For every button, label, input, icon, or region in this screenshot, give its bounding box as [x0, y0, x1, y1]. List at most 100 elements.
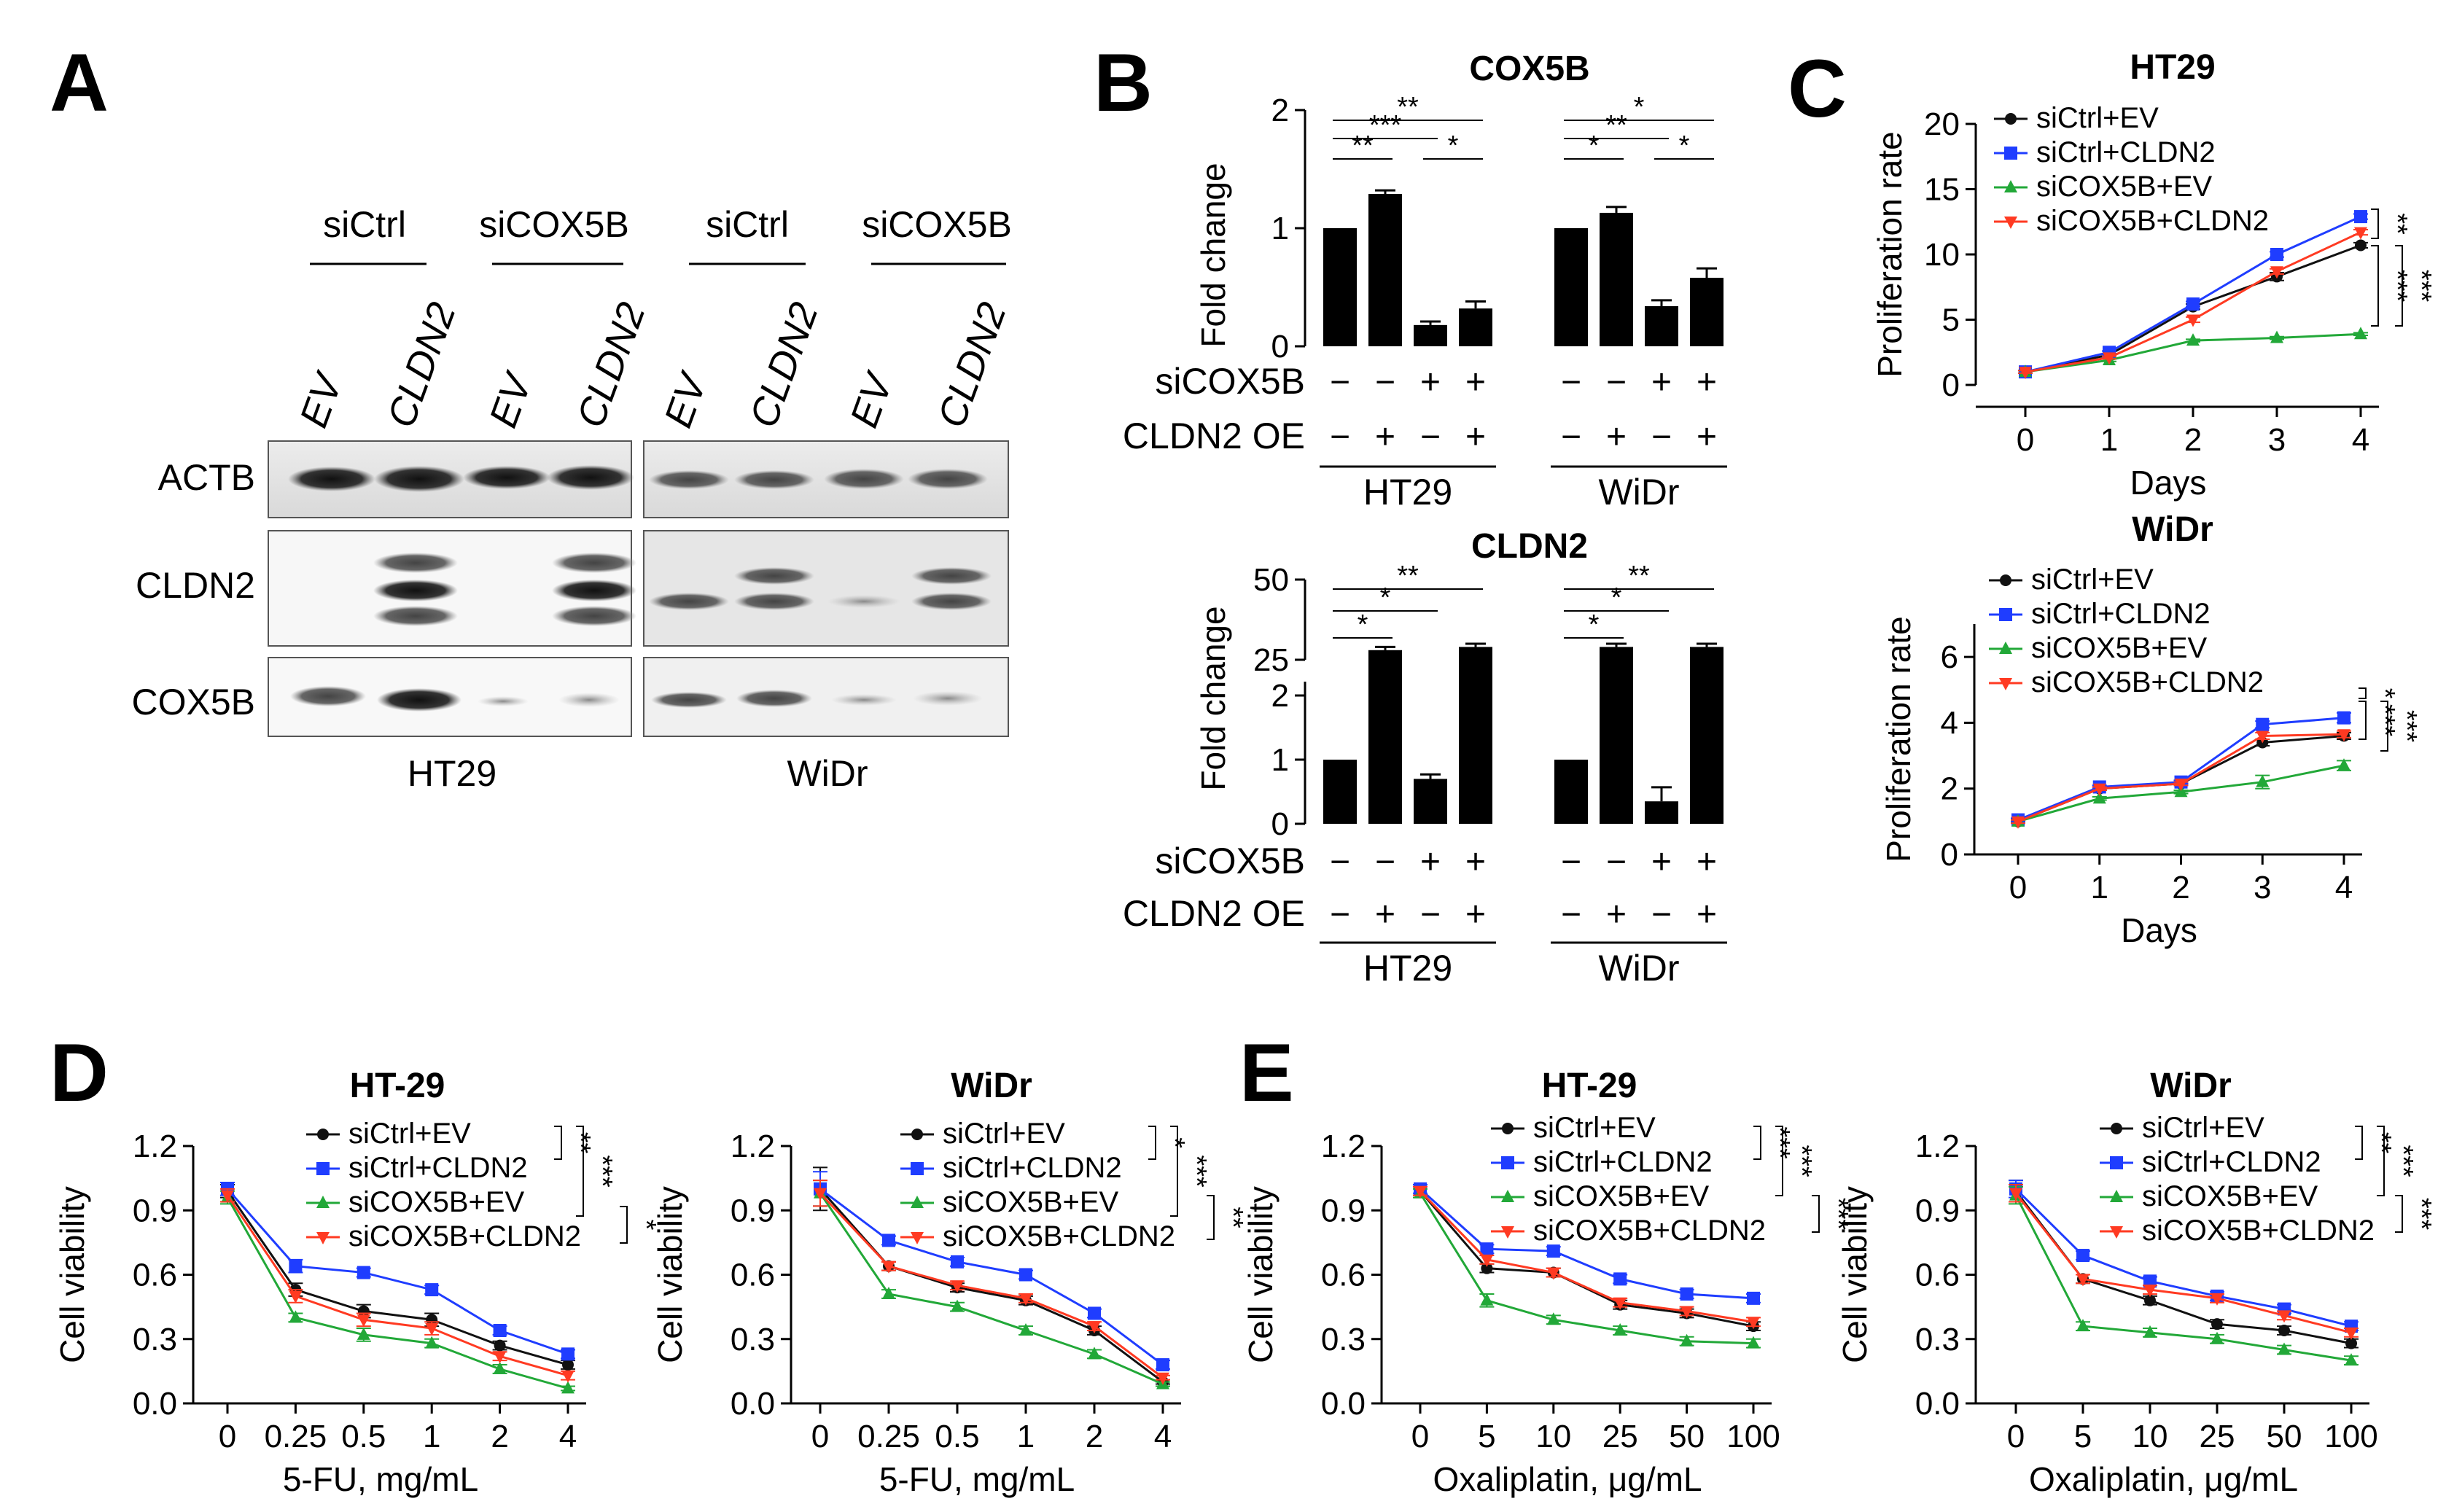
y-tick-label: 0.3: [1915, 1322, 1960, 1357]
data-point: [1546, 1267, 1560, 1280]
data-point: [1999, 608, 2012, 621]
significance-bracket: [620, 1206, 628, 1244]
significance-label: **: [2382, 213, 2412, 235]
blot-row-label: CLDN2: [136, 565, 255, 606]
data-point: [911, 1232, 924, 1244]
y-tick-label: 0.9: [1915, 1193, 1960, 1228]
chart-title: CLDN2: [1471, 527, 1588, 566]
significance-label: ***: [1369, 110, 1402, 141]
bar: [1459, 308, 1492, 346]
data-point: [2211, 1318, 2223, 1330]
chart-widr-proliferation: 0 2 4 6 0 1 2 3 4 Days Proliferation rate WiDr siCtr…: [1880, 510, 2422, 949]
blot-band: [734, 593, 814, 610]
data-point: [1501, 1190, 1514, 1202]
y-tick-label: 50: [1253, 562, 1289, 598]
x-tick-label: 2: [2172, 870, 2189, 905]
bar: [1645, 305, 1678, 346]
data-point: [2110, 1156, 2123, 1169]
blot-band: [649, 593, 729, 610]
y-tick-label: 0.0: [1915, 1386, 1960, 1422]
y-axis-label: Cell viability: [53, 1186, 91, 1363]
y-tick-label: 1.2: [731, 1129, 775, 1164]
y-tick-label: 0.3: [133, 1322, 177, 1357]
blot-band: [734, 567, 814, 585]
data-point: [2076, 1274, 2089, 1287]
significance-bracket: [2377, 1126, 2385, 1196]
data-point: [221, 1190, 234, 1203]
data-point: [911, 1196, 924, 1208]
x-tick-label: 0: [2017, 422, 2034, 458]
x-tick-label: 0: [1411, 1419, 1429, 1454]
x-tick-label: 5: [1478, 1419, 1495, 1454]
x-tick-label: 0: [219, 1419, 236, 1454]
significance-bracket: [1775, 1126, 1783, 1196]
data-point: [2004, 147, 2017, 160]
data-point: [1481, 1262, 1493, 1274]
data-point: [1480, 1293, 1494, 1306]
significance-bracket: [2371, 245, 2379, 327]
y-tick-label: 0.0: [133, 1386, 177, 1422]
data-point: [2110, 1226, 2123, 1239]
x-tick-label: 1: [423, 1419, 440, 1454]
blot-band: [827, 595, 900, 608]
y-tick-label: 0.6: [731, 1258, 775, 1293]
bar: [1690, 647, 1724, 824]
significance-bracket: [1753, 1126, 1761, 1160]
data-point: [1088, 1321, 1101, 1334]
legend-entry: siCtrl+CLDN2: [2036, 136, 2216, 168]
y-tick-label: 15: [1924, 172, 1960, 208]
row-label: CLDN2 OE: [1123, 416, 1305, 456]
legend-entry: siCOX5B+CLDN2: [2036, 205, 2269, 237]
y-tick-label: 0.6: [1321, 1258, 1366, 1293]
x-tick-label: 2: [1086, 1419, 1103, 1454]
data-point: [2004, 217, 2017, 229]
significance-label: *: [631, 1220, 661, 1231]
blot-band: [288, 467, 375, 491]
data-point: [2004, 180, 2017, 192]
legend-entry: siCOX5B+EV: [2031, 632, 2208, 664]
series-line-2: [819, 1188, 1164, 1366]
data-point: [2354, 227, 2367, 240]
data-point: [951, 1299, 964, 1312]
x-tick-label: 1: [1017, 1419, 1035, 1454]
blot-band: [552, 553, 636, 573]
blot-band: [552, 606, 636, 626]
x-tick-label: 0: [2007, 1419, 2025, 1454]
x-axis-label: Oxaliplatin, μg/mL: [2029, 1460, 2298, 1498]
bar: [1414, 324, 1447, 346]
blot-band: [552, 580, 636, 601]
group-label: HT29: [1363, 948, 1452, 989]
legend-entry: siCtrl+EV: [348, 1118, 471, 1150]
sicox5b-sign: +: [1420, 843, 1441, 881]
blot-band: [373, 580, 458, 601]
blot-band: [911, 593, 992, 610]
data-point: [2186, 333, 2200, 346]
x-tick-label: 0.5: [341, 1419, 386, 1454]
chart-title: HT29: [2130, 48, 2215, 87]
bar: [1645, 801, 1678, 824]
data-point: [951, 1255, 964, 1269]
data-point: [2143, 1274, 2157, 1288]
data-point: [2009, 1188, 2022, 1201]
chart-ht29-oxaliplatin-viability: 0.0 0.3 0.6 0.9 1.2 0 5 10 25 50 100 Oxaliplatin, μ…: [1242, 1067, 1853, 1498]
series-line-2: [226, 1188, 569, 1355]
x-tick-label: 0.25: [857, 1419, 920, 1454]
data-point: [1156, 1372, 1169, 1385]
significance-label: **: [1352, 130, 1374, 161]
data-point: [1999, 678, 2012, 690]
blot-band: [374, 466, 464, 492]
sicox5b-sign: −: [1561, 843, 1581, 881]
significance-bracket: [2371, 209, 2379, 239]
significance-bracket: [554, 1126, 562, 1160]
data-point: [561, 1347, 575, 1361]
x-tick-label: 10: [1535, 1419, 1571, 1454]
data-point: [425, 1336, 439, 1349]
bar: [1414, 779, 1447, 824]
data-point: [1680, 1306, 1694, 1319]
significance-label: *: [1634, 92, 1645, 122]
sicox5b-sign: +: [1651, 843, 1672, 881]
data-point: [289, 1259, 303, 1273]
blot-band: [558, 693, 620, 707]
chart-title: WiDr: [951, 1067, 1032, 1105]
data-point: [911, 1129, 923, 1140]
